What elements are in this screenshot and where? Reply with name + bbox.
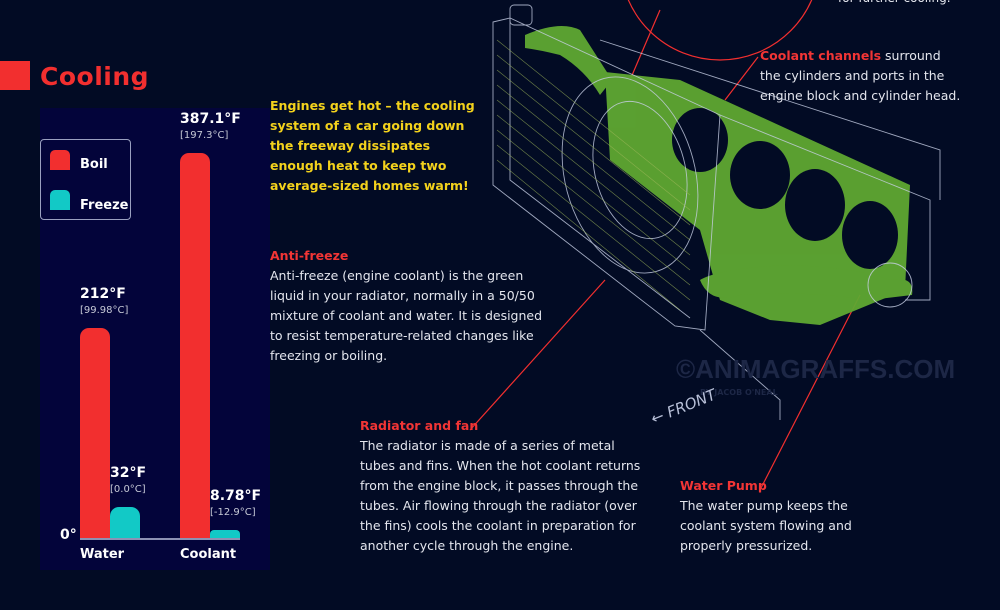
coolant-channels-heading: Coolant channels [760, 48, 882, 63]
cut-off-text: for further cooling. [838, 0, 993, 8]
page-title: Cooling [40, 62, 150, 91]
radiator-heading: Radiator and fan [360, 418, 479, 433]
coolant-channels-body: surround the cylinders and ports in the … [760, 48, 961, 103]
watermark-byline: BY JACOB O'NEAL [700, 388, 778, 397]
water-pump-body: The water pump keeps the coolant system … [680, 498, 852, 553]
water-pump-heading: Water Pump [680, 478, 767, 493]
category-label: Water [80, 547, 125, 562]
celsius-label: [-12.9°C] [210, 507, 256, 519]
bar-freeze-water [110, 507, 140, 539]
legend-swatch-boil [50, 150, 70, 170]
title-accent-block [0, 61, 30, 90]
legend-swatch-freeze [50, 190, 70, 210]
chart-baseline [80, 538, 240, 540]
value-label: 8.78°F [210, 488, 262, 505]
legend-label-freeze: Freeze [80, 198, 129, 213]
bar-boil-coolant [180, 153, 210, 539]
category-label: Coolant [180, 547, 237, 562]
antifreeze-heading: Anti-freeze [270, 248, 349, 263]
watermark: ©ANIMAGRAFFS.COM [676, 354, 956, 384]
value-label: 212°F [80, 285, 126, 302]
chart-legend: Boil Freeze [40, 139, 131, 220]
baseline-label: 0° [60, 527, 77, 543]
value-label: 387.1°F [180, 111, 241, 127]
intro-text: Engines get hot – the cooling system of … [270, 98, 475, 193]
value-label: 32°F [110, 465, 147, 482]
celsius-label: [99.98°C] [80, 304, 129, 316]
bar-boil-water [80, 327, 110, 539]
lower-hose [700, 265, 913, 300]
callout-line [469, 279, 606, 431]
upper-hose [525, 26, 612, 95]
chart-panel [40, 108, 270, 570]
bar-freeze-coolant [210, 530, 240, 539]
callout-circle [627, 0, 813, 61]
antifreeze-body: Anti-freeze (engine coolant) is the gree… [270, 268, 543, 363]
callout-line [724, 56, 759, 101]
callout-line [629, 9, 661, 81]
callout-line [759, 294, 861, 491]
celsius-label: [0.0°C] [110, 484, 146, 496]
radiator-body: The radiator is made of a series of meta… [360, 438, 641, 553]
legend-label-boil: Boil [80, 157, 108, 172]
celsius-label: [197.3°C] [180, 130, 229, 141]
